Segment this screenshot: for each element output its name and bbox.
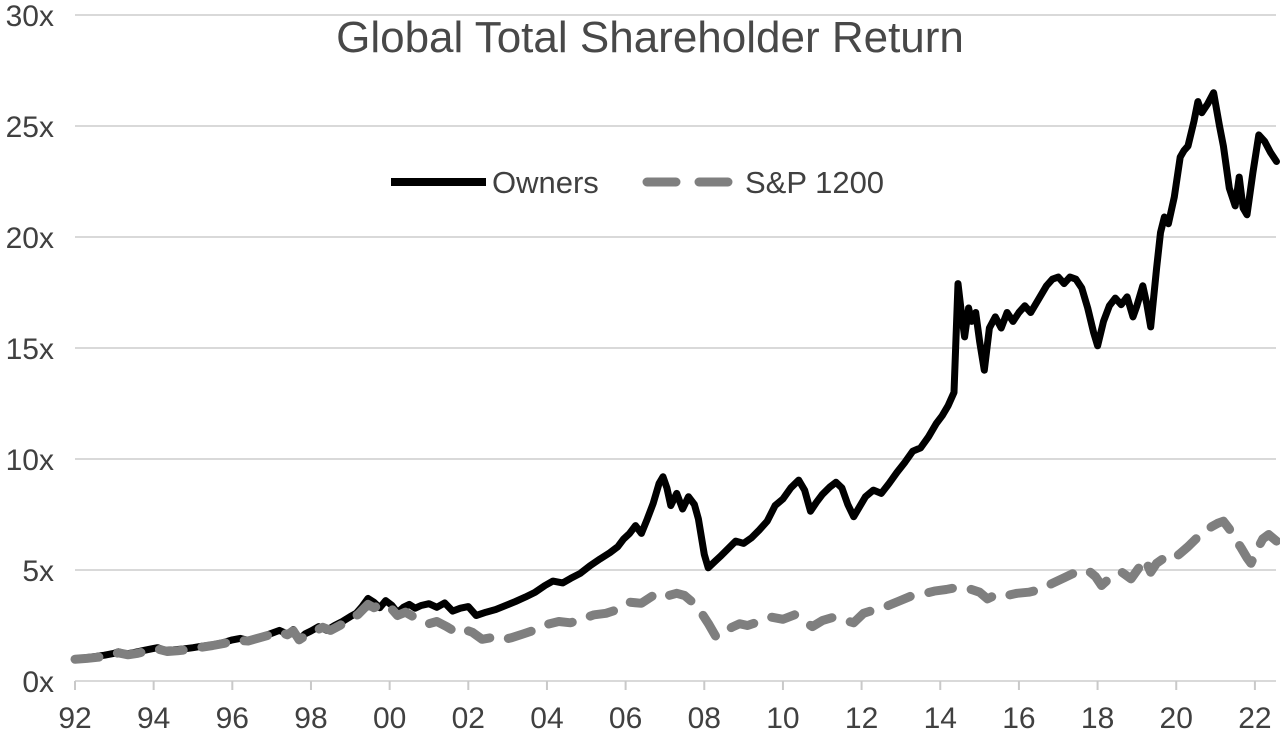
x-tick-label-00: 00 [373, 702, 406, 735]
legend: Owners S&P 1200 [391, 165, 884, 200]
x-tick-label-12: 12 [845, 702, 878, 735]
x-tick-label-92: 92 [58, 702, 91, 735]
s-p-1200-line [70, 516, 1280, 664]
y-tick-label-30x: 30x [6, 0, 54, 33]
y-tick-label-25x: 25x [6, 111, 54, 144]
x-tick-label-18: 18 [1081, 702, 1114, 735]
x-tick-label-06: 06 [609, 702, 642, 735]
y-tick-label-10x: 10x [6, 444, 54, 477]
y-tick-label-0x: 0x [22, 666, 54, 699]
y-tick-label-20x: 20x [6, 222, 54, 255]
x-tick-label-10: 10 [766, 702, 799, 735]
y-axis-labels: 0x 5x 10x 15x 20x 25x 30x [6, 0, 54, 699]
y-tick-label-15x: 15x [6, 333, 54, 366]
x-tick-label-96: 96 [216, 702, 249, 735]
x-tick-label-98: 98 [294, 702, 327, 735]
legend-sp1200-label: S&P 1200 [745, 165, 884, 200]
legend-owners-label: Owners [492, 165, 599, 200]
x-tick-label-04: 04 [530, 702, 563, 735]
x-tick-label-22: 22 [1238, 702, 1271, 735]
x-tick-label-94: 94 [137, 702, 170, 735]
gridlines [75, 14, 1276, 682]
x-axis-ticks [74, 681, 1256, 690]
y-tick-label-5x: 5x [22, 555, 54, 588]
chart-title: Global Total Shareholder Return [336, 13, 964, 62]
x-tick-label-16: 16 [1002, 702, 1035, 735]
x-tick-label-02: 02 [452, 702, 485, 735]
x-tick-label-14: 14 [924, 702, 957, 735]
data-series [70, 89, 1280, 664]
x-tick-label-20: 20 [1160, 702, 1193, 735]
x-tick-label-08: 08 [688, 702, 721, 735]
x-axis-labels: 92 94 96 98 00 02 04 06 08 10 12 14 16 18 20 22 [58, 702, 1271, 735]
